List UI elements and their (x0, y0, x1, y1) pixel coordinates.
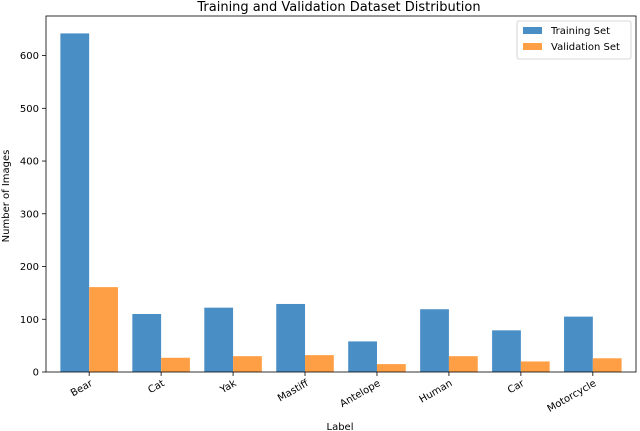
x-axis-label: Label (327, 422, 354, 431)
y-tick-label: 0 (33, 368, 39, 379)
x-tick-label-cat: Cat (146, 378, 166, 396)
x-tick-label-yak: Yak (218, 378, 239, 396)
y-tick-label: 600 (20, 51, 39, 62)
bar-training-motorcycle (564, 316, 593, 372)
bar-training-mastiff (276, 303, 306, 372)
bar-validation-bear (89, 287, 118, 372)
plot-area: 0 100 200 300 400 500 600 Bear Cat Yak Mastiff Ante… (20, 15, 637, 415)
x-tick-label-motorcycle: Motorcycle (546, 378, 599, 415)
legend-swatch-training (523, 27, 542, 34)
legend-box (516, 20, 632, 60)
bar-training-yak (204, 307, 234, 372)
legend-label-training: Training Set (550, 26, 610, 37)
y-tick-label: 100 (20, 315, 39, 326)
y-tick-label: 300 (20, 209, 39, 220)
chart-title: Training and Validation Dataset Distribu… (196, 0, 480, 15)
bar-training-human (420, 309, 449, 372)
bar-validation-car (520, 361, 550, 372)
x-tick-label-bear: Bear (69, 378, 95, 400)
bar-validation-yak (233, 356, 262, 372)
bar-validation-mastiff (305, 355, 334, 372)
bar-validation-cat (161, 357, 190, 372)
bar-validation-human (448, 356, 478, 372)
y-axis-label: Number of Images (1, 150, 12, 243)
bar-validation-motorcycle (592, 358, 622, 372)
bar-training-antelope (348, 341, 377, 372)
bar-training-car (492, 330, 521, 372)
bar-training-bear (60, 33, 90, 373)
x-tick-label-mastiff: Mastiff (276, 378, 312, 405)
y-tick-label: 500 (20, 104, 39, 115)
x-tick-label-antelope: Antelope (338, 378, 382, 410)
bar-validation-antelope (376, 364, 406, 372)
legend-swatch-validation (523, 43, 542, 50)
y-tick-label: 200 (20, 262, 39, 273)
bar-training-cat (132, 313, 162, 372)
x-tick-label-human: Human (418, 378, 455, 406)
y-tick-label: 400 (20, 157, 39, 168)
x-tick-label-car: Car (506, 378, 527, 397)
plot-frame (45, 15, 637, 373)
legend: Training Set Validation Set (516, 20, 632, 60)
legend-label-validation: Validation Set (551, 42, 620, 53)
